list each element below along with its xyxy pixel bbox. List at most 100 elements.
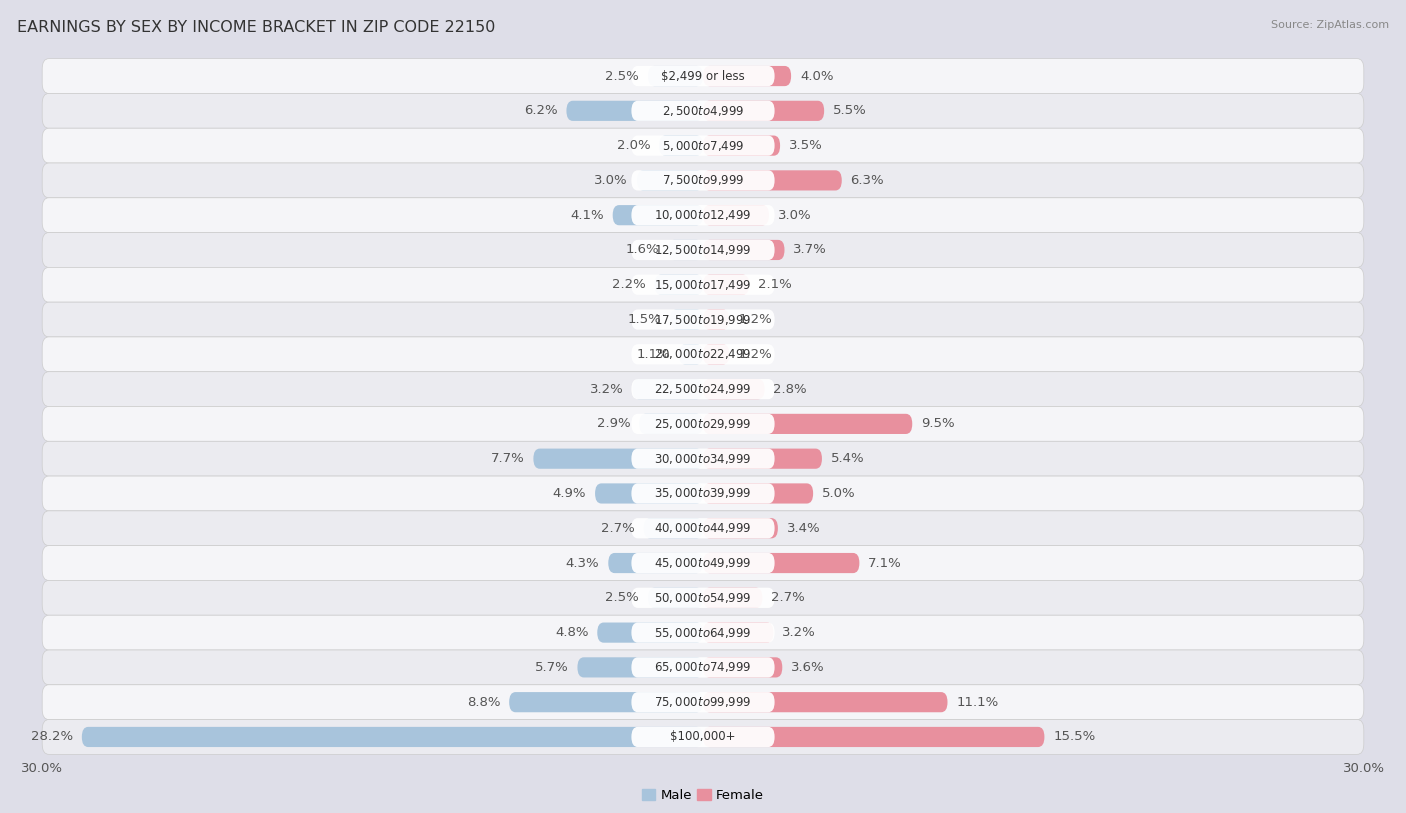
Text: $40,000 to $44,999: $40,000 to $44,999 (654, 521, 752, 535)
Text: $75,000 to $99,999: $75,000 to $99,999 (654, 695, 752, 709)
FancyBboxPatch shape (633, 379, 703, 399)
Text: 11.1%: 11.1% (956, 696, 998, 709)
Text: 15.5%: 15.5% (1053, 730, 1095, 743)
FancyBboxPatch shape (655, 275, 703, 295)
Text: 2.8%: 2.8% (773, 383, 807, 396)
Text: $22,500 to $24,999: $22,500 to $24,999 (654, 382, 752, 396)
FancyBboxPatch shape (703, 727, 1045, 747)
Text: 2.5%: 2.5% (606, 591, 640, 604)
Text: 6.2%: 6.2% (524, 104, 558, 117)
FancyBboxPatch shape (567, 101, 703, 121)
FancyBboxPatch shape (659, 136, 703, 156)
FancyBboxPatch shape (631, 205, 775, 225)
Text: 1.5%: 1.5% (627, 313, 661, 326)
FancyBboxPatch shape (640, 414, 703, 434)
Text: $65,000 to $74,999: $65,000 to $74,999 (654, 660, 752, 675)
Text: $100,000+: $100,000+ (671, 730, 735, 743)
FancyBboxPatch shape (631, 66, 775, 86)
FancyBboxPatch shape (42, 580, 1364, 615)
FancyBboxPatch shape (42, 650, 1364, 685)
Text: 8.8%: 8.8% (467, 696, 501, 709)
Text: 3.7%: 3.7% (793, 243, 827, 256)
FancyBboxPatch shape (703, 692, 948, 712)
Text: 4.8%: 4.8% (555, 626, 589, 639)
Text: 1.2%: 1.2% (738, 348, 772, 361)
Text: 4.1%: 4.1% (571, 209, 605, 222)
FancyBboxPatch shape (578, 657, 703, 677)
FancyBboxPatch shape (42, 720, 1364, 754)
Text: 2.7%: 2.7% (772, 591, 806, 604)
Text: 4.0%: 4.0% (800, 70, 834, 83)
FancyBboxPatch shape (703, 484, 813, 503)
FancyBboxPatch shape (703, 623, 773, 643)
Text: 3.6%: 3.6% (792, 661, 825, 674)
FancyBboxPatch shape (42, 93, 1364, 128)
FancyBboxPatch shape (42, 441, 1364, 476)
FancyBboxPatch shape (42, 59, 1364, 93)
Text: $2,499 or less: $2,499 or less (661, 70, 745, 83)
Text: EARNINGS BY SEX BY INCOME BRACKET IN ZIP CODE 22150: EARNINGS BY SEX BY INCOME BRACKET IN ZIP… (17, 20, 495, 35)
FancyBboxPatch shape (42, 198, 1364, 233)
FancyBboxPatch shape (631, 588, 775, 608)
FancyBboxPatch shape (631, 414, 775, 434)
FancyBboxPatch shape (609, 553, 703, 573)
FancyBboxPatch shape (703, 518, 778, 538)
FancyBboxPatch shape (703, 414, 912, 434)
FancyBboxPatch shape (703, 344, 730, 364)
FancyBboxPatch shape (668, 240, 703, 260)
FancyBboxPatch shape (631, 170, 775, 190)
FancyBboxPatch shape (703, 275, 749, 295)
FancyBboxPatch shape (679, 344, 703, 364)
FancyBboxPatch shape (82, 727, 703, 747)
FancyBboxPatch shape (631, 101, 775, 121)
Text: 7.1%: 7.1% (868, 557, 903, 570)
FancyBboxPatch shape (631, 275, 775, 295)
Text: $25,000 to $29,999: $25,000 to $29,999 (654, 417, 752, 431)
FancyBboxPatch shape (631, 623, 775, 643)
Text: $30,000 to $34,999: $30,000 to $34,999 (654, 452, 752, 466)
FancyBboxPatch shape (631, 344, 775, 364)
FancyBboxPatch shape (703, 553, 859, 573)
FancyBboxPatch shape (631, 518, 775, 538)
Text: 5.0%: 5.0% (823, 487, 856, 500)
FancyBboxPatch shape (42, 372, 1364, 406)
Text: $17,500 to $19,999: $17,500 to $19,999 (654, 312, 752, 327)
FancyBboxPatch shape (648, 66, 703, 86)
FancyBboxPatch shape (703, 170, 842, 190)
FancyBboxPatch shape (703, 66, 792, 86)
FancyBboxPatch shape (631, 727, 775, 747)
FancyBboxPatch shape (42, 233, 1364, 267)
Text: 2.5%: 2.5% (606, 70, 640, 83)
FancyBboxPatch shape (42, 546, 1364, 580)
FancyBboxPatch shape (631, 449, 775, 469)
FancyBboxPatch shape (598, 623, 703, 643)
FancyBboxPatch shape (631, 484, 775, 503)
Text: 3.0%: 3.0% (595, 174, 628, 187)
FancyBboxPatch shape (703, 657, 782, 677)
FancyBboxPatch shape (42, 128, 1364, 163)
Text: Source: ZipAtlas.com: Source: ZipAtlas.com (1271, 20, 1389, 30)
FancyBboxPatch shape (42, 406, 1364, 441)
FancyBboxPatch shape (631, 553, 775, 573)
FancyBboxPatch shape (42, 163, 1364, 198)
Text: $55,000 to $64,999: $55,000 to $64,999 (654, 625, 752, 640)
Text: 1.2%: 1.2% (738, 313, 772, 326)
FancyBboxPatch shape (631, 136, 775, 156)
FancyBboxPatch shape (703, 588, 762, 608)
FancyBboxPatch shape (631, 240, 775, 260)
Text: $12,500 to $14,999: $12,500 to $14,999 (654, 243, 752, 257)
FancyBboxPatch shape (631, 657, 775, 677)
Text: $45,000 to $49,999: $45,000 to $49,999 (654, 556, 752, 570)
FancyBboxPatch shape (703, 449, 823, 469)
Text: 1.6%: 1.6% (626, 243, 659, 256)
Text: $50,000 to $54,999: $50,000 to $54,999 (654, 591, 752, 605)
FancyBboxPatch shape (595, 484, 703, 503)
FancyBboxPatch shape (42, 615, 1364, 650)
FancyBboxPatch shape (637, 170, 703, 190)
FancyBboxPatch shape (703, 205, 769, 225)
FancyBboxPatch shape (644, 518, 703, 538)
Text: 3.2%: 3.2% (591, 383, 624, 396)
FancyBboxPatch shape (631, 379, 775, 399)
Text: 2.0%: 2.0% (616, 139, 650, 152)
FancyBboxPatch shape (42, 685, 1364, 720)
